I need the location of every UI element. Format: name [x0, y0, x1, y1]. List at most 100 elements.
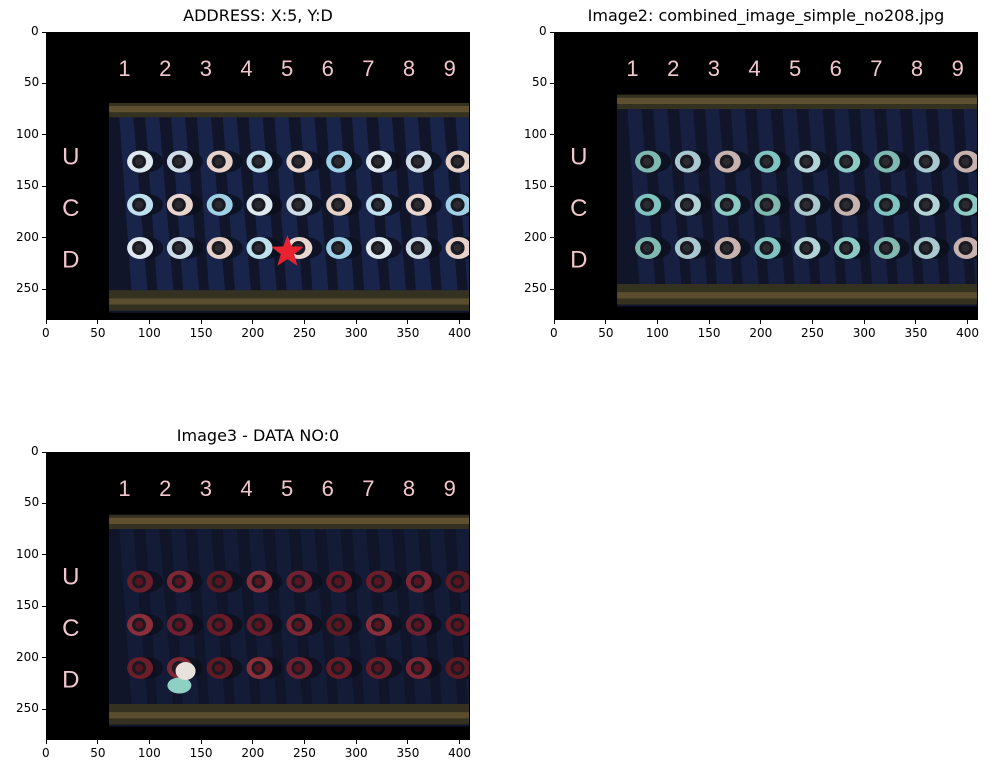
y-tick-label: 100 — [16, 126, 39, 141]
tube-cap — [405, 613, 442, 636]
column-label: 4 — [240, 476, 252, 501]
panel-title: Image2: combined_image_simple_no208.jpg — [587, 6, 945, 25]
column-label: 2 — [159, 476, 171, 501]
tube-cap — [405, 193, 442, 216]
tube-cap — [834, 193, 871, 216]
tube-cap — [635, 193, 672, 216]
y-tick-label: 250 — [524, 281, 547, 296]
x-tick-label: 300 — [344, 746, 368, 760]
y-tick-mark — [550, 31, 554, 33]
tube-cap — [166, 613, 203, 636]
row-label: D — [570, 247, 587, 274]
tube-cap — [714, 193, 751, 216]
tube-cap — [127, 193, 164, 216]
y-tick-mark — [42, 288, 46, 290]
tube-cap — [246, 236, 283, 259]
tube-cap — [286, 150, 323, 173]
y-tick-label: 100 — [16, 546, 39, 561]
x-tick-mark — [200, 740, 202, 744]
tube-cap — [714, 236, 751, 259]
tube-cap — [166, 193, 203, 216]
tube-cap — [953, 150, 977, 173]
x-tick-label: 300 — [344, 326, 368, 340]
row-label: D — [62, 247, 79, 274]
tube-cap — [635, 150, 672, 173]
column-label: 6 — [830, 56, 842, 81]
y-tick-mark — [42, 708, 46, 710]
tube-cap — [674, 236, 711, 259]
y-tick-mark — [42, 237, 46, 239]
column-label: 5 — [281, 56, 293, 81]
tube-cap — [326, 150, 363, 173]
y-tick-mark — [550, 134, 554, 136]
tube-cap — [405, 570, 442, 593]
tube-cap — [127, 656, 164, 679]
y-tick-mark — [42, 82, 46, 84]
tube-cap — [445, 570, 469, 593]
y-tick-label: 150 — [16, 178, 39, 193]
tube-cap — [365, 613, 402, 636]
x-tick-label: 400 — [448, 326, 472, 340]
x-tick-mark — [45, 320, 47, 324]
tube-cap — [127, 150, 164, 173]
tube-cap — [206, 656, 243, 679]
x-tick-label: 200 — [241, 746, 265, 760]
x-tick-label: 350 — [396, 326, 420, 340]
x-tick-mark — [967, 320, 969, 324]
x-tick-mark — [915, 320, 917, 324]
x-tick-mark — [45, 740, 47, 744]
x-tick-label: 100 — [137, 746, 161, 760]
y-tick-label: 0 — [539, 24, 547, 38]
x-tick-label: 200 — [749, 326, 773, 340]
x-tick-label: 150 — [189, 326, 213, 340]
column-label: 9 — [952, 56, 964, 81]
tube-cap — [794, 193, 831, 216]
tube-cap — [166, 150, 203, 173]
tube-cap — [286, 656, 323, 679]
row-label: U — [62, 564, 79, 591]
x-tick-mark — [459, 740, 461, 744]
x-tick-label: 400 — [448, 746, 472, 760]
x-tick-mark — [656, 320, 658, 324]
x-tick-mark — [148, 740, 150, 744]
x-tick-mark — [708, 320, 710, 324]
x-tick-mark — [355, 320, 357, 324]
tube-cap — [365, 193, 402, 216]
x-tick-label: 350 — [904, 326, 928, 340]
column-label: 4 — [240, 56, 252, 81]
y-tick-mark — [42, 31, 46, 33]
tube-cap — [754, 193, 791, 216]
y-tick-label: 100 — [524, 126, 547, 141]
tube-cap — [206, 193, 243, 216]
column-label: 1 — [118, 56, 130, 81]
y-tick-label: 50 — [24, 75, 40, 90]
tube-cap — [953, 193, 977, 216]
tube-cap — [635, 236, 672, 259]
tube-cap — [445, 656, 469, 679]
x-tick-label: 0 — [42, 326, 50, 340]
column-label: 8 — [403, 476, 415, 501]
tube-cap — [365, 656, 402, 679]
tube-cap — [405, 236, 442, 259]
column-label: 3 — [200, 56, 212, 81]
star-marker-icon — [271, 235, 304, 266]
x-tick-mark — [97, 740, 99, 744]
column-label: 6 — [322, 476, 334, 501]
tube-cap — [754, 236, 791, 259]
column-label: 9 — [444, 476, 456, 501]
tube-cap — [246, 193, 283, 216]
y-tick-label: 0 — [31, 24, 39, 38]
x-tick-label: 50 — [90, 326, 106, 340]
x-tick-label: 400 — [956, 326, 980, 340]
tray-photo: 1 2 3 4 5 6 7 8 9 UCD — [47, 33, 469, 319]
tube-cap — [326, 613, 363, 636]
tube-cap — [754, 150, 791, 173]
tube-cap — [206, 570, 243, 593]
x-tick-mark — [459, 320, 461, 324]
tube-cap — [286, 570, 323, 593]
column-label: 2 — [159, 56, 171, 81]
tube-cap — [246, 570, 283, 593]
x-tick-mark — [200, 320, 202, 324]
tube-cap — [834, 150, 871, 173]
column-label: 7 — [362, 56, 374, 81]
